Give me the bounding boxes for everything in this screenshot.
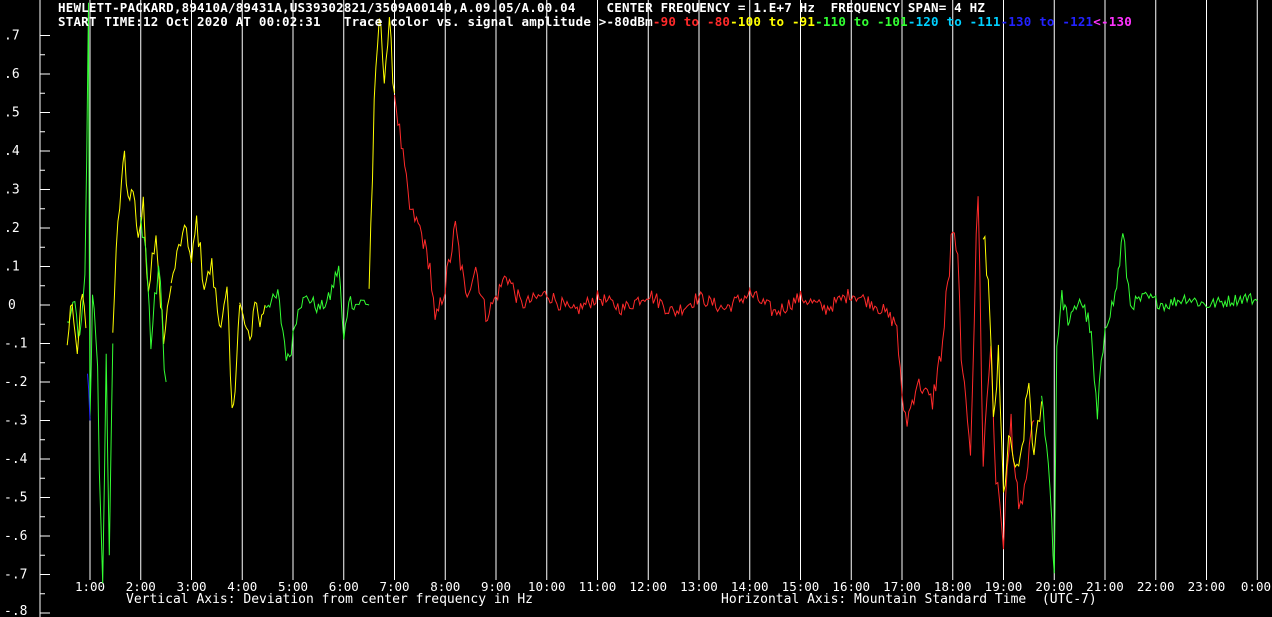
x-tick-label: 21:00 <box>1086 579 1124 594</box>
x-tick-label: 7:00 <box>379 579 409 594</box>
trace-yellow <box>170 215 241 409</box>
x-tick-label: 18:00 <box>934 579 972 594</box>
start-time: START TIME:12 Oct 2020 AT 00:02:31 <box>58 14 321 29</box>
legend-band: -100 to -91 <box>730 14 816 29</box>
x-tick-label: 0:00 <box>1241 579 1271 594</box>
y-tick-label: .7 <box>4 29 20 44</box>
x-tick-label: 20:00 <box>1035 579 1073 594</box>
y-tick-label: -.4 <box>4 452 28 467</box>
x-tick-label: 12:00 <box>629 579 667 594</box>
x-tick-label: 1:00 <box>75 579 105 594</box>
x-axis-ticks: 1:00 2:00 3:00 4:00 5:00 6:00 7:00 8:00 9:00 10:0… <box>75 579 1271 594</box>
trace-yellow <box>368 16 395 289</box>
x-tick-label: 11:00 <box>579 579 617 594</box>
trace-green <box>140 216 167 383</box>
y-tick-label: .3 <box>4 183 20 198</box>
x-tick-label: 9:00 <box>481 579 511 594</box>
signal-traces <box>66 2 1258 584</box>
vertical-axis-label: Vertical Axis: Deviation from center fre… <box>126 592 533 607</box>
trace-yellow <box>66 293 87 355</box>
frequency-info: CENTER FREQUENCY = 1.E+7 Hz FREQUENCY SP… <box>606 0 986 15</box>
y-tick-label: -.6 <box>4 529 27 544</box>
trace-yellow <box>239 301 266 342</box>
legend-prefix: Trace color vs. signal amplitude >-80dBm <box>343 14 653 29</box>
x-tick-label: 16:00 <box>832 579 870 594</box>
y-tick-label: .2 <box>4 221 20 236</box>
legend-bands: -90 to -80-100 to -91-110 to -101-120 to… <box>653 14 1132 29</box>
start-time-legend: START TIME:12 Oct 2020 AT 00:02:31 Trace… <box>58 14 1132 29</box>
trace-yellow <box>112 150 172 345</box>
x-tick-label: 3:00 <box>176 579 206 594</box>
y-tick-label: -.8 <box>4 604 27 617</box>
y-tick-label: 0 <box>8 298 16 313</box>
x-tick-label: 23:00 <box>1188 579 1226 594</box>
y-tick-label: -.3 <box>4 414 27 429</box>
y-tick-label: .4 <box>4 144 20 159</box>
legend-band: -90 to -80 <box>652 14 731 29</box>
y-tick-label: -.2 <box>4 375 27 390</box>
x-tick-label: 17:00 <box>883 579 921 594</box>
y-tick-label: -.7 <box>4 568 27 583</box>
instrument-id: HEWLETT-PACKARD,89410A/89431A,US39302821… <box>58 0 576 15</box>
trace-blue <box>87 373 91 421</box>
y-tick-label: .1 <box>4 260 20 275</box>
x-tick-label: 10:00 <box>528 579 566 594</box>
x-tick-label: 6:00 <box>329 579 359 594</box>
horizontal-axis-label: Horizontal Axis: Mountain Standard Time … <box>721 592 1097 607</box>
y-tick-label: -.1 <box>4 337 27 352</box>
y-tick-label: .6 <box>4 67 20 82</box>
x-tick-label: 22:00 <box>1137 579 1175 594</box>
x-tick-label: 4:00 <box>227 579 257 594</box>
x-tick-label: 5:00 <box>278 579 308 594</box>
instrument-header: HEWLETT-PACKARD,89410A/89431A,US39302821… <box>58 0 985 15</box>
x-tick-label: 15:00 <box>782 579 820 594</box>
hour-gridlines <box>89 0 1258 580</box>
trace-yellow <box>982 234 1043 493</box>
x-tick-label: 14:00 <box>731 579 769 594</box>
x-tick-label: 13:00 <box>680 579 718 594</box>
x-tick-label: 2:00 <box>126 579 156 594</box>
trace-red <box>394 94 1035 550</box>
legend-band: <-130 <box>1093 14 1132 29</box>
legend-band: -130 to -121 <box>1000 14 1094 29</box>
trace-green <box>264 265 370 361</box>
trace-green <box>1041 233 1258 574</box>
legend-band: -120 to -111 <box>907 14 1001 29</box>
y-axis-ticks: .7 .6 .5 .4 .3 .2 .1 0 -.1 -.2 -.3 -.4 -.5 -.6 -.7 -.8 <box>4 0 50 617</box>
x-tick-label: 8:00 <box>430 579 460 594</box>
legend-band: -110 to -101 <box>815 14 908 29</box>
x-tick-label: 19:00 <box>985 579 1023 594</box>
y-tick-label: -.5 <box>4 491 27 506</box>
y-tick-label: .5 <box>4 106 20 121</box>
